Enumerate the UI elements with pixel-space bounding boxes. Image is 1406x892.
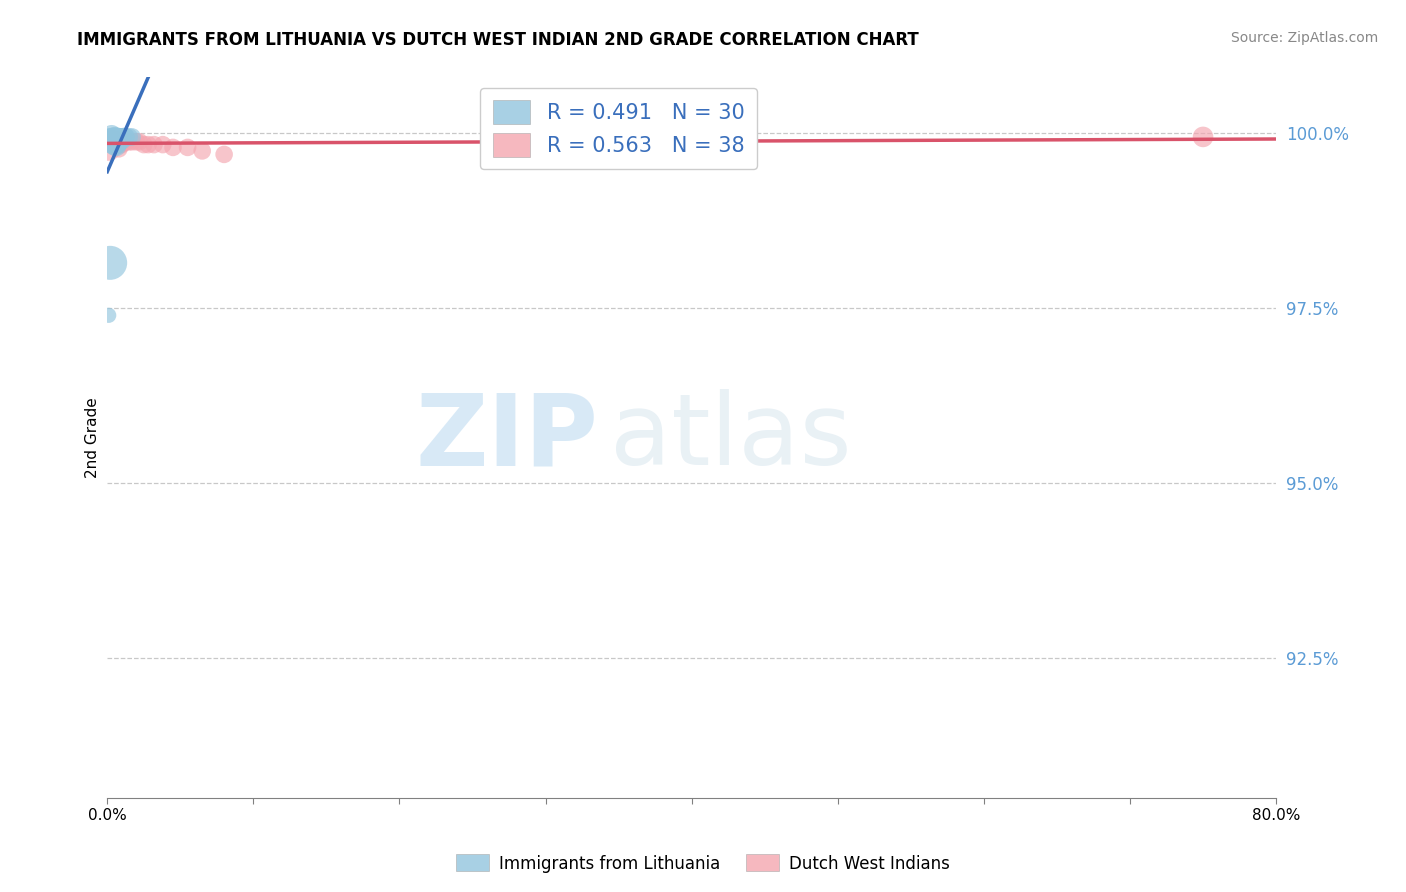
Point — [105, 137, 128, 152]
Point — [97, 142, 120, 156]
Point — [108, 142, 131, 156]
Point — [212, 147, 235, 161]
Point — [98, 256, 121, 270]
Legend: R = 0.491   N = 30, R = 0.563   N = 38: R = 0.491 N = 30, R = 0.563 N = 38 — [479, 87, 756, 169]
Point — [105, 133, 128, 147]
Legend: Immigrants from Lithuania, Dutch West Indians: Immigrants from Lithuania, Dutch West In… — [450, 847, 956, 880]
Point — [97, 129, 120, 144]
Point — [162, 140, 184, 154]
Point — [115, 129, 138, 144]
Point — [143, 137, 166, 152]
Point — [118, 135, 141, 149]
Point — [176, 140, 198, 154]
Point — [103, 136, 125, 151]
Point — [103, 133, 125, 147]
Point — [108, 135, 131, 149]
Point — [121, 129, 143, 144]
Text: atlas: atlas — [610, 389, 852, 486]
Point — [101, 136, 124, 151]
Point — [110, 137, 132, 152]
Point — [110, 133, 132, 147]
Point — [108, 137, 131, 152]
Point — [114, 129, 136, 144]
Point — [100, 135, 122, 149]
Point — [110, 129, 132, 144]
Point — [98, 133, 121, 147]
Point — [108, 133, 131, 147]
Point — [98, 132, 121, 146]
Point — [98, 129, 121, 144]
Point — [100, 132, 122, 146]
Text: ZIP: ZIP — [415, 389, 598, 486]
Point — [121, 135, 143, 149]
Point — [132, 137, 155, 152]
Point — [152, 137, 174, 152]
Point — [112, 135, 135, 149]
Point — [101, 132, 124, 146]
Point — [103, 132, 125, 146]
Point — [100, 128, 122, 142]
Point — [105, 139, 128, 153]
Point — [105, 135, 128, 149]
Point — [98, 136, 121, 151]
Point — [103, 138, 125, 153]
Point — [111, 129, 134, 144]
Point — [118, 129, 141, 144]
Y-axis label: 2nd Grade: 2nd Grade — [86, 397, 100, 478]
Text: Source: ZipAtlas.com: Source: ZipAtlas.com — [1230, 31, 1378, 45]
Point — [128, 135, 150, 149]
Point — [101, 129, 124, 144]
Point — [107, 129, 129, 144]
Point — [111, 133, 134, 147]
Point — [107, 133, 129, 147]
Point — [112, 129, 135, 144]
Point — [105, 129, 128, 144]
Point — [125, 135, 148, 149]
Point — [103, 129, 125, 144]
Point — [1192, 129, 1215, 144]
Point — [107, 133, 129, 147]
Point — [100, 132, 122, 146]
Point — [97, 308, 120, 322]
Point — [110, 133, 132, 147]
Point — [107, 137, 129, 152]
Point — [191, 144, 214, 158]
Point — [136, 137, 159, 152]
Point — [101, 135, 124, 149]
Point — [100, 136, 122, 151]
Text: IMMIGRANTS FROM LITHUANIA VS DUTCH WEST INDIAN 2ND GRADE CORRELATION CHART: IMMIGRANTS FROM LITHUANIA VS DUTCH WEST … — [77, 31, 920, 49]
Point — [114, 135, 136, 149]
Point — [97, 132, 120, 146]
Point — [108, 129, 131, 144]
Point — [115, 135, 138, 149]
Point — [103, 135, 125, 149]
Point — [107, 137, 129, 152]
Point — [111, 133, 134, 147]
Point — [111, 137, 134, 152]
